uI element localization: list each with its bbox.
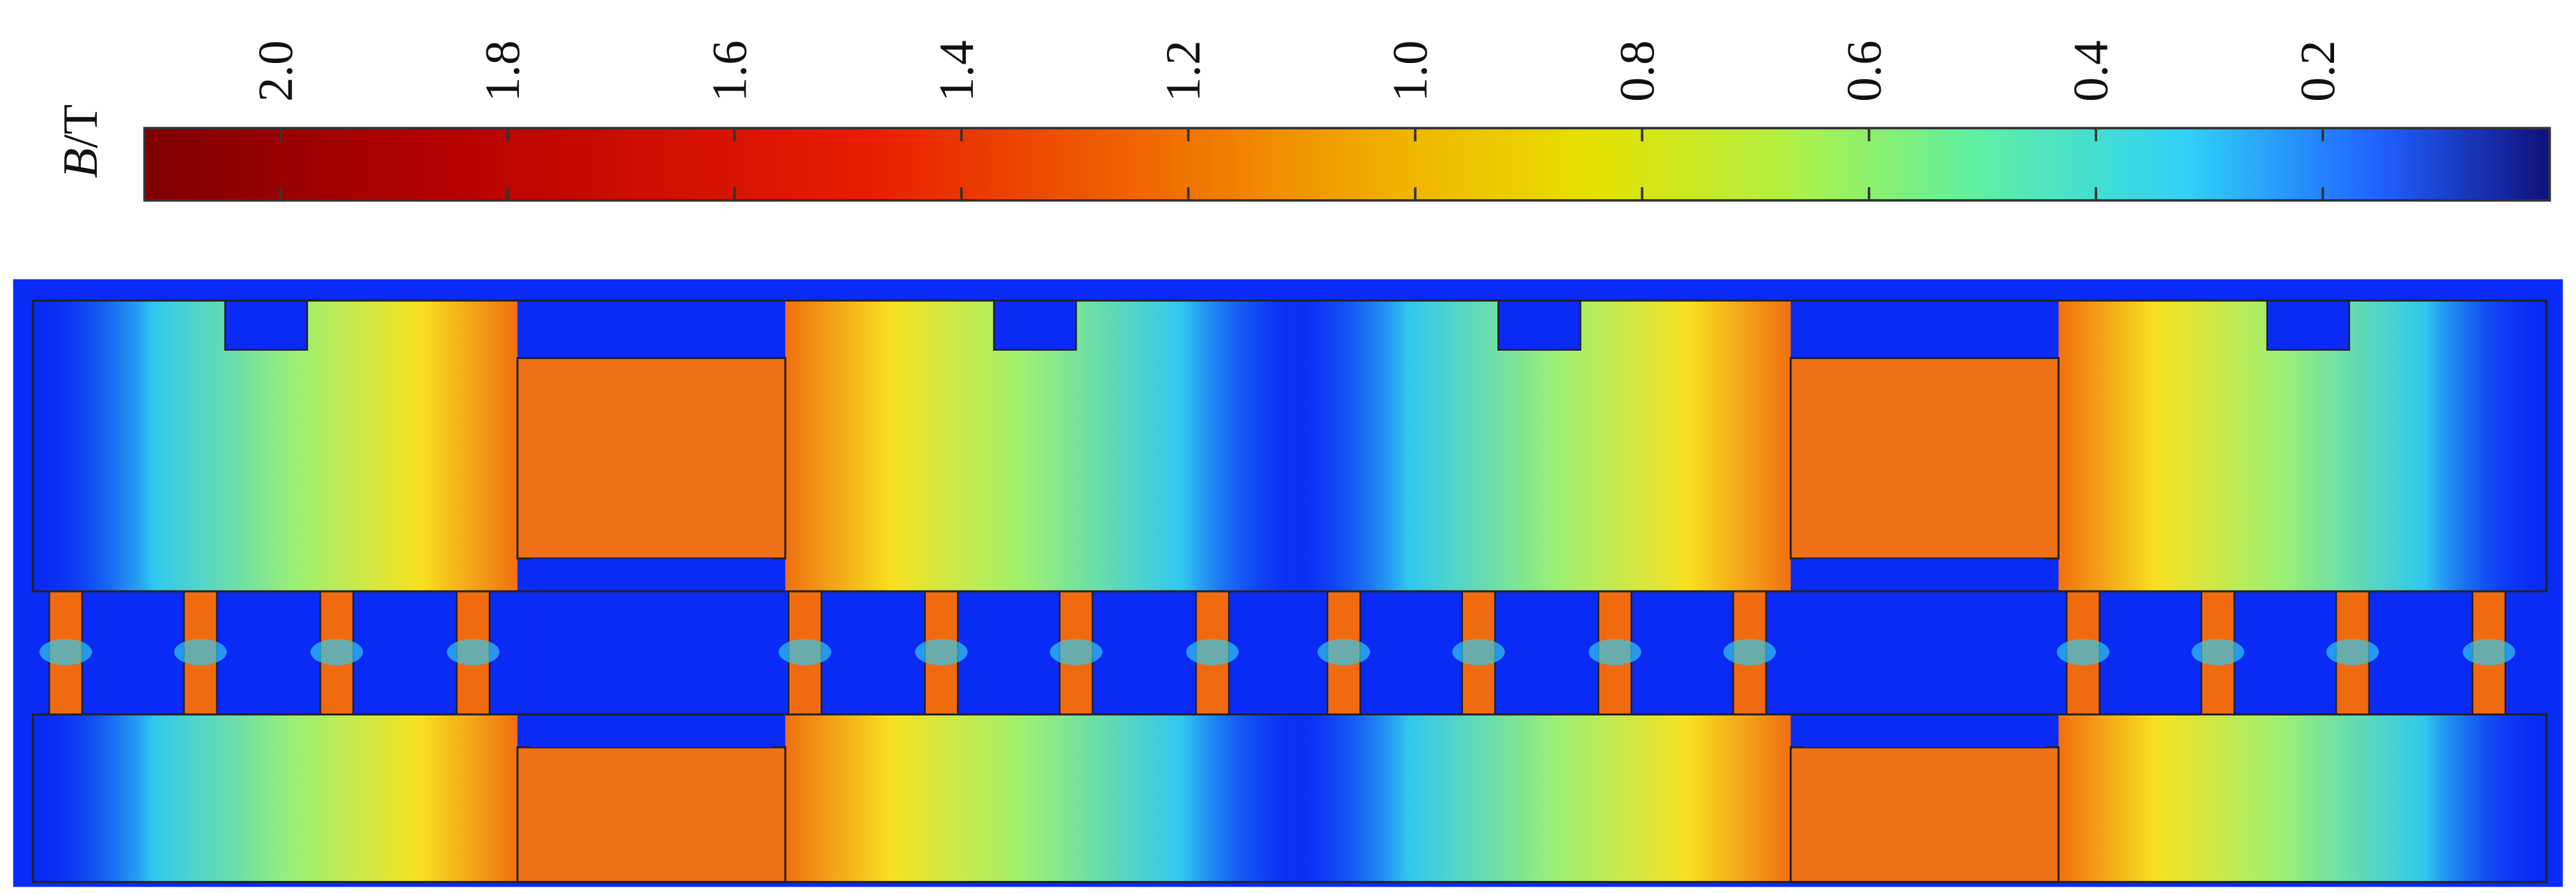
tick-label: 0.6 [1836, 40, 1891, 102]
tick-label: 1.4 [929, 40, 984, 102]
tick-label: 1.8 [475, 40, 530, 102]
tick-label: 0.8 [1610, 40, 1664, 102]
tick-label: 0.2 [2290, 40, 2345, 102]
gap-region [530, 558, 772, 748]
tick-label: 0.4 [2063, 40, 2118, 102]
label-unit: /T [53, 104, 108, 148]
colorbar-ticks: 2.0 1.8 1.6 1.4 1.2 1.0 0.8 0.6 0.4 0.2 [248, 40, 2345, 200]
tick-label: 1.6 [702, 40, 756, 102]
tooth-fringe [1723, 638, 1776, 666]
tooth-fringe [174, 638, 227, 666]
tooth-fringe [1589, 638, 1641, 666]
colorbar [143, 127, 2551, 202]
magnet [1790, 746, 2060, 883]
mover-outline [32, 713, 2548, 883]
field-region [2058, 714, 2547, 882]
tooth-fringe [1049, 638, 1103, 666]
tooth-fringe [1317, 638, 1371, 666]
gap-region [1804, 558, 2046, 748]
slot [224, 299, 308, 351]
magnet [516, 746, 786, 883]
tick-label: 2.0 [248, 40, 303, 102]
magnet [516, 356, 786, 559]
tooth-fringe [915, 638, 968, 666]
tick-label: 1.2 [1156, 40, 1210, 102]
tooth-fringe [1186, 638, 1239, 666]
tooth-fringe [310, 638, 364, 666]
field-region [32, 714, 518, 882]
colorbar-label: B/T [53, 104, 108, 178]
tooth-fringe [1452, 638, 1505, 666]
stator-outline [32, 299, 2548, 593]
magnet [1790, 356, 2060, 559]
tick-label: 1.0 [1383, 40, 1438, 102]
slot [993, 299, 1077, 351]
field-region [1281, 714, 1791, 882]
tooth-fringe [2326, 638, 2379, 666]
tooth-fringe [2056, 638, 2110, 666]
slot [2266, 299, 2351, 351]
label-symbol: B [53, 148, 108, 178]
slot [1497, 299, 1582, 351]
tooth-fringe [779, 638, 832, 666]
field-plot [13, 279, 2563, 887]
tooth-fringe [2191, 638, 2244, 666]
field-region [785, 714, 1315, 882]
tooth-fringe [2462, 638, 2516, 666]
tooth-fringe [446, 638, 500, 666]
tooth-fringe [39, 638, 92, 666]
